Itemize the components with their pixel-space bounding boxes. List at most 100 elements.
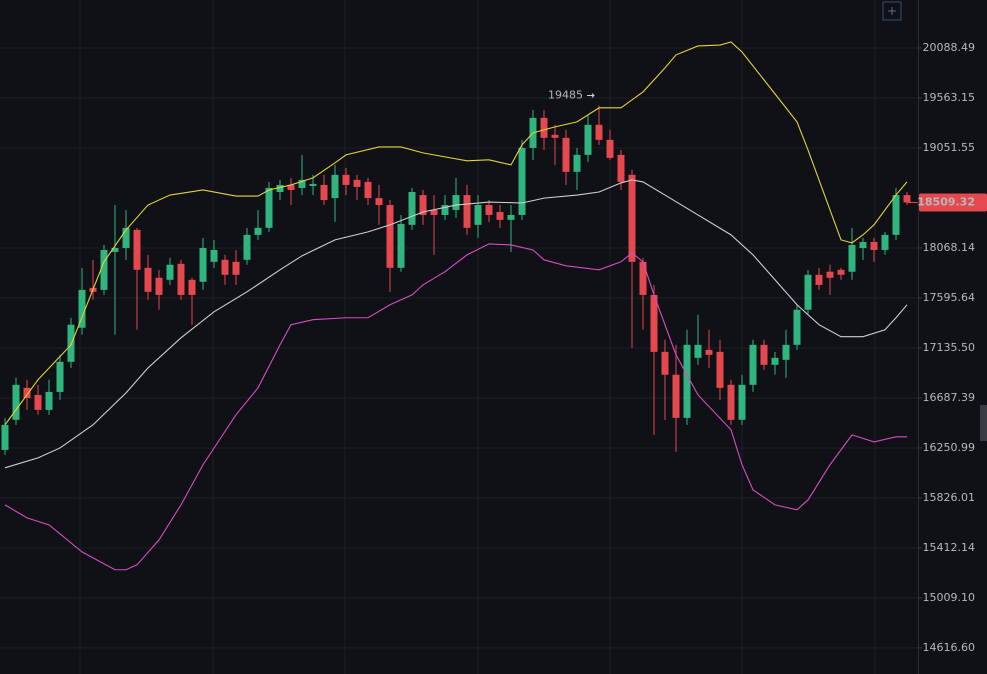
candle-body — [78, 289, 86, 328]
candle-body — [100, 249, 108, 290]
candle-body — [232, 261, 240, 275]
candle-body — [804, 274, 812, 310]
candle-body — [441, 205, 449, 215]
candle-body — [408, 192, 416, 225]
y-tick-label: 14616.60 — [923, 641, 976, 654]
y-tick-label: 16250.99 — [923, 441, 976, 454]
candle-body — [331, 174, 339, 199]
y-tick-label: 17135.50 — [923, 341, 976, 354]
candle-body — [67, 324, 75, 362]
candle-body — [144, 267, 152, 292]
candle-body — [694, 344, 702, 358]
candle-body — [298, 179, 306, 188]
candle-body — [826, 271, 834, 278]
candle-body — [881, 234, 889, 250]
candle-body — [859, 241, 867, 248]
candle-body — [320, 184, 328, 201]
candle-body — [397, 223, 405, 268]
candle-body — [155, 277, 163, 295]
candle-body — [837, 269, 845, 275]
candle-body — [111, 247, 119, 252]
candle-body — [276, 184, 284, 193]
y-tick-label: 15412.14 — [923, 541, 976, 554]
candle-body — [133, 229, 141, 270]
band-line — [4, 41, 908, 426]
candle-body — [254, 227, 262, 235]
candle-body — [562, 137, 570, 172]
candle-body — [507, 214, 515, 220]
candle-body — [716, 351, 724, 388]
candle-body — [265, 187, 273, 228]
candle-body — [551, 134, 559, 138]
scroll-handle[interactable] — [980, 405, 987, 441]
y-tick-label: 19051.55 — [923, 141, 976, 154]
candle-body — [463, 195, 471, 228]
candle-body — [727, 384, 735, 420]
candle-body — [496, 211, 504, 220]
candle-body — [430, 209, 438, 215]
last-price-tag — [919, 193, 987, 212]
candle-body — [705, 349, 713, 355]
candle-body — [639, 261, 647, 295]
candle-body — [760, 344, 768, 365]
y-tick-label: 16687.39 — [923, 391, 976, 404]
candle-body — [584, 124, 592, 155]
candle-body — [56, 361, 64, 392]
candle-body — [1, 424, 9, 450]
candle-body — [419, 195, 427, 215]
y-tick-label: 15826.01 — [923, 491, 976, 504]
candle-body — [474, 205, 482, 225]
y-tick-label: 15009.10 — [923, 591, 976, 604]
candle-body — [892, 195, 900, 235]
layout-icon[interactable] — [882, 1, 902, 21]
candle-body — [650, 294, 658, 352]
candle-body — [34, 394, 42, 410]
candle-body — [45, 391, 53, 410]
candle-body — [199, 247, 207, 282]
candle-body — [309, 183, 317, 186]
candle-body — [683, 344, 691, 418]
high-annotation: 19485 — [548, 89, 583, 102]
candle-body — [793, 309, 801, 345]
y-tick-label: 17595.64 — [923, 291, 976, 304]
y-tick-label: 20088.49 — [923, 41, 976, 54]
candle-body — [386, 205, 394, 268]
candle-body — [243, 234, 251, 260]
candle-body — [540, 117, 548, 138]
candle-body — [672, 374, 680, 418]
last-price-label: 18509.32 — [917, 195, 975, 208]
candle-body — [177, 263, 185, 295]
candle-body — [903, 195, 911, 203]
candle-body — [870, 241, 878, 250]
candle-body — [221, 259, 229, 275]
candle-body — [452, 195, 460, 210]
candle-body — [122, 227, 130, 248]
candle-body — [595, 124, 603, 140]
layout-icon-glyph — [888, 7, 896, 15]
candle-body — [210, 249, 218, 262]
candle-body — [573, 154, 581, 172]
candle-body — [353, 179, 361, 187]
y-tick-label: 18068.14 — [923, 241, 976, 254]
candle-body — [628, 174, 636, 262]
band-line — [4, 243, 907, 571]
candle-body — [771, 357, 779, 365]
candle-body — [518, 147, 526, 215]
candle-body — [782, 344, 790, 360]
candle-body — [617, 154, 625, 182]
candle-body — [661, 351, 669, 375]
y-tick-label: 19563.15 — [923, 91, 976, 104]
candle-body — [815, 274, 823, 285]
candle-body — [166, 264, 174, 280]
candle-body — [485, 205, 493, 215]
annotation-arrow — [587, 93, 595, 98]
candle-body — [738, 384, 746, 420]
band-line — [4, 179, 908, 469]
candle-body — [12, 384, 20, 420]
candle-body — [287, 184, 295, 190]
candle-body — [364, 181, 372, 199]
candle-body — [342, 174, 350, 185]
